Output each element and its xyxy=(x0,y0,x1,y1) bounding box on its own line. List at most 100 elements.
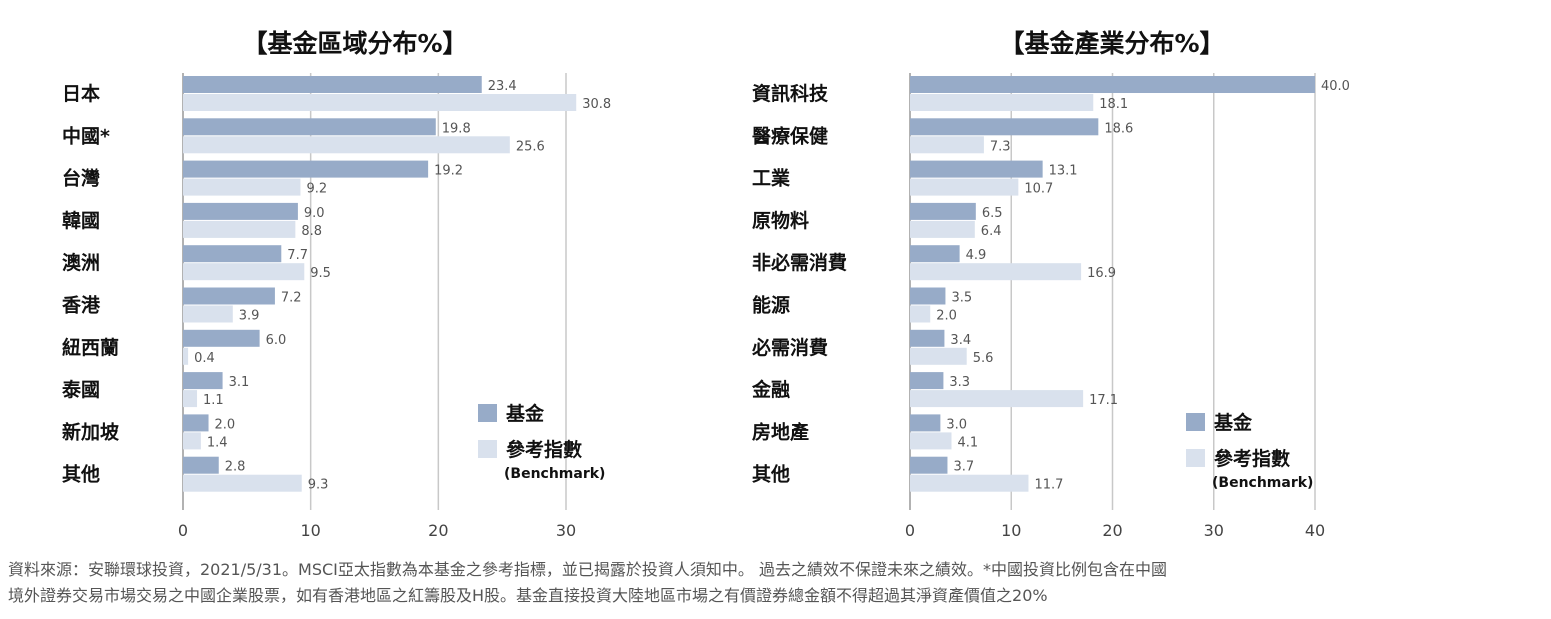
category-label: 香港 xyxy=(61,295,101,317)
benchmark-bar xyxy=(183,390,198,408)
fund-value-label: 19.2 xyxy=(434,164,463,179)
category-label: 紐西蘭 xyxy=(62,336,119,359)
benchmark-bar xyxy=(183,474,302,492)
fund-value-label: 3.7 xyxy=(953,460,974,475)
fund-value-label: 6.0 xyxy=(266,333,287,348)
x-tick-label: 30 xyxy=(1204,521,1224,540)
benchmark-bar xyxy=(910,390,1084,408)
category-label: 必需消費 xyxy=(751,336,828,359)
fund-bar xyxy=(183,329,260,347)
fund-bar xyxy=(910,414,941,432)
benchmark-bar xyxy=(183,263,305,281)
fund-bar xyxy=(183,76,482,93)
category-label: 澳洲 xyxy=(62,251,100,274)
benchmark-bar xyxy=(910,263,1082,281)
legend-benchmark-sublabel: (Benchmark) xyxy=(1212,475,1313,491)
benchmark-bar xyxy=(183,136,510,154)
category-label: 其他 xyxy=(752,463,790,486)
legend-benchmark-swatch xyxy=(478,440,497,458)
footnote-line-2: 境外證券交易市場交易之中國企業股票，如有香港地區之紅籌股及H股。基金直接投資大陸… xyxy=(8,586,1048,605)
region-distribution-chart: 【基金區域分布%】 0 10 20 30 日本 23.4 30.8 中國* 19.8 25.6 台灣 1… xyxy=(61,29,611,540)
benchmark-value-label: 8.8 xyxy=(301,224,322,239)
fund-value-label: 3.4 xyxy=(950,333,971,348)
benchmark-value-label: 5.6 xyxy=(973,351,994,366)
legend-fund-swatch xyxy=(1186,413,1205,431)
category-label: 金融 xyxy=(751,378,790,401)
x-tick-label: 10 xyxy=(300,521,320,540)
x-tick-label: 0 xyxy=(178,521,188,540)
category-label: 能源 xyxy=(752,294,790,317)
benchmark-value-label: 3.9 xyxy=(239,309,260,324)
category-label: 原物料 xyxy=(752,209,809,232)
fund-value-label: 23.4 xyxy=(488,79,517,94)
benchmark-value-label: 2.0 xyxy=(936,309,957,324)
fund-bar xyxy=(910,202,976,220)
x-tick-label: 40 xyxy=(1305,521,1325,540)
fund-bar xyxy=(910,245,960,263)
fund-value-label: 3.3 xyxy=(949,375,970,390)
fund-bar xyxy=(910,118,1099,136)
benchmark-bar xyxy=(910,347,967,365)
benchmark-bar xyxy=(183,178,301,196)
sector-distribution-chart: 【基金產業分布%】 0 10 20 30 40 資訊科技 40.0 18.1 醫療保健 18.6 7.… xyxy=(751,29,1350,540)
fund-value-label: 40.0 xyxy=(1321,79,1350,94)
fund-bar xyxy=(183,160,429,178)
fund-value-label: 3.1 xyxy=(229,375,250,390)
chart-title: 【基金產業分布%】 xyxy=(999,29,1224,58)
fund-value-label: 18.6 xyxy=(1104,121,1133,136)
fund-bar xyxy=(183,245,282,263)
benchmark-bar xyxy=(183,305,233,323)
footnote: 資料來源：安聯環球投資，2021/5/31。MSCI亞太指數為本基金之參考指標，… xyxy=(8,557,1543,609)
benchmark-value-label: 9.3 xyxy=(308,478,329,493)
benchmark-value-label: 25.6 xyxy=(516,139,545,154)
benchmark-value-label: 16.9 xyxy=(1087,266,1116,281)
fund-bar xyxy=(910,456,948,474)
benchmark-value-label: 9.5 xyxy=(310,266,331,281)
category-label: 醫療保健 xyxy=(752,124,828,147)
x-tick-label: 20 xyxy=(428,521,448,540)
benchmark-bar xyxy=(183,432,201,450)
legend-fund-label: 基金 xyxy=(505,402,545,425)
chart-title: 【基金區域分布%】 xyxy=(242,29,467,58)
legend-benchmark-label: 參考指數 xyxy=(506,438,582,461)
benchmark-value-label: 4.1 xyxy=(958,435,979,450)
legend-benchmark-swatch xyxy=(1186,449,1205,467)
x-tick-label: 30 xyxy=(556,521,576,540)
legend-benchmark-sublabel: (Benchmark) xyxy=(504,466,605,482)
benchmark-bar xyxy=(910,432,952,450)
legend-fund-swatch xyxy=(478,404,497,422)
category-label: 中國* xyxy=(62,124,110,147)
benchmark-bar xyxy=(183,347,189,365)
benchmark-value-label: 17.1 xyxy=(1089,393,1118,408)
x-tick-label: 20 xyxy=(1102,521,1122,540)
benchmark-value-label: 0.4 xyxy=(194,351,215,366)
benchmark-value-label: 7.3 xyxy=(990,139,1011,154)
fund-value-label: 2.8 xyxy=(225,460,246,475)
benchmark-value-label: 18.1 xyxy=(1099,97,1128,112)
fund-value-label: 13.1 xyxy=(1049,164,1078,179)
benchmark-bar xyxy=(910,305,931,323)
category-label: 非必需消費 xyxy=(752,251,847,274)
fund-bar xyxy=(183,456,219,474)
benchmark-bar xyxy=(910,220,975,238)
benchmark-value-label: 30.8 xyxy=(582,97,611,112)
fund-bar xyxy=(910,287,946,305)
fund-value-label: 2.0 xyxy=(215,417,236,432)
benchmark-bar xyxy=(910,178,1019,196)
benchmark-value-label: 11.7 xyxy=(1034,478,1063,493)
fund-bar xyxy=(910,76,1315,93)
fund-value-label: 3.5 xyxy=(951,291,972,306)
category-label: 台灣 xyxy=(62,167,100,190)
benchmark-bar xyxy=(183,220,296,238)
x-tick-label: 0 xyxy=(905,521,915,540)
benchmark-bar xyxy=(910,136,984,154)
category-label: 新加坡 xyxy=(62,420,120,443)
fund-value-label: 7.2 xyxy=(281,291,302,306)
fund-bar xyxy=(183,118,436,136)
benchmark-value-label: 10.7 xyxy=(1024,182,1053,197)
fund-bar xyxy=(910,329,945,347)
footnote-line-1: 資料來源：安聯環球投資，2021/5/31。MSCI亞太指數為本基金之參考指標，… xyxy=(8,560,1167,579)
benchmark-bar xyxy=(183,94,577,111)
benchmark-value-label: 1.1 xyxy=(203,393,224,408)
benchmark-bar xyxy=(910,94,1094,111)
